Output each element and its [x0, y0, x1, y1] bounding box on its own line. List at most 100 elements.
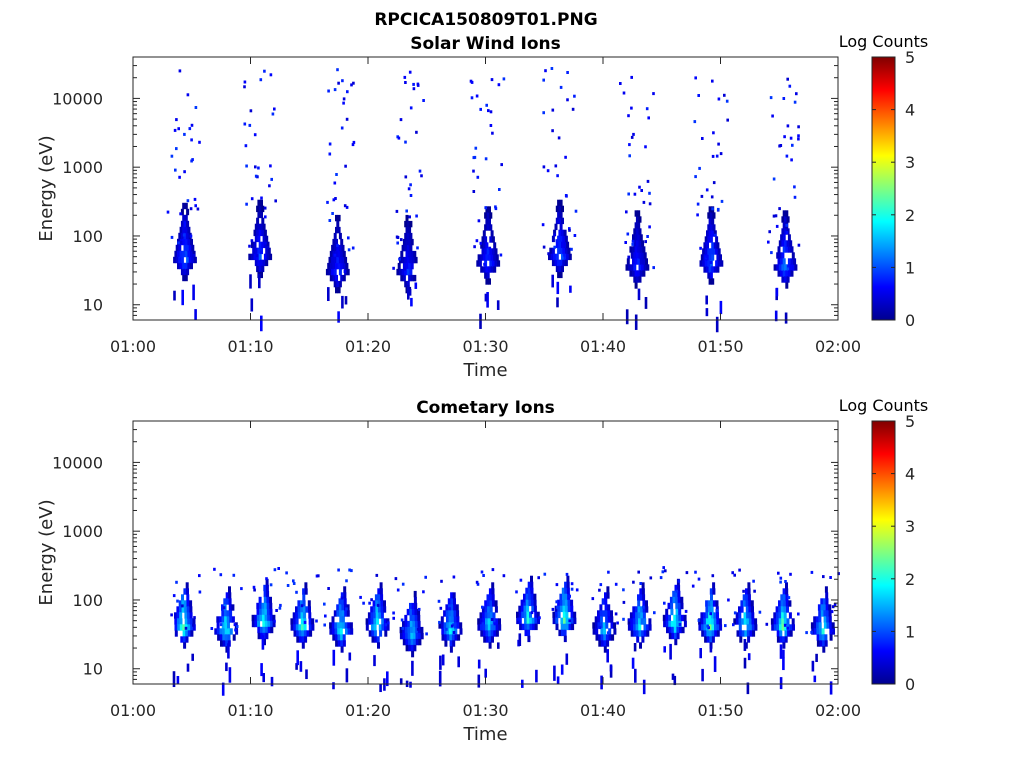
data-cell [336, 256, 340, 264]
data-cell [228, 667, 232, 683]
data-cell [534, 611, 538, 619]
data-cell [402, 620, 405, 628]
data-cell [376, 603, 380, 607]
data-cell [784, 624, 788, 631]
data-cell [333, 268, 337, 276]
data-cell [775, 606, 779, 613]
data-cell [386, 624, 390, 631]
data-cell [256, 229, 260, 237]
data-cell [186, 220, 190, 228]
data-cell [379, 588, 383, 595]
data-cell [182, 226, 186, 234]
data-cell [453, 598, 456, 605]
data-cell [406, 280, 410, 288]
data-cell [568, 619, 571, 623]
data-cell [566, 71, 569, 74]
data-cell [221, 604, 224, 611]
data-cell [746, 612, 750, 619]
data-cell [257, 211, 261, 219]
data-cell [186, 93, 190, 97]
data-cell [342, 97, 346, 101]
data-cell [678, 614, 682, 622]
data-cell [769, 96, 773, 100]
data-cell [344, 622, 348, 629]
data-cell [332, 274, 336, 282]
data-cell [485, 242, 489, 249]
data-cell [401, 244, 405, 252]
data-cell [500, 163, 503, 167]
data-cell [261, 205, 265, 213]
data-cell [344, 256, 348, 264]
data-cell [396, 241, 399, 245]
data-cell [712, 248, 716, 255]
data-cell [533, 605, 537, 613]
data-cell [677, 602, 681, 610]
data-cell [746, 624, 750, 631]
data-cell [194, 106, 198, 109]
data-cell [782, 222, 786, 229]
data-cell [488, 266, 491, 273]
data-cell [420, 174, 423, 178]
data-cell [524, 623, 528, 631]
data-cell [697, 94, 700, 97]
data-cell [668, 620, 672, 628]
data-cell [374, 636, 378, 643]
data-cell [642, 679, 646, 695]
data-cell [641, 264, 645, 271]
data-cell [373, 624, 377, 631]
data-cell [642, 594, 646, 601]
data-cell [323, 602, 326, 606]
data-cell [334, 634, 338, 641]
data-cell [717, 97, 721, 101]
data-cell [402, 274, 406, 282]
data-cell [244, 144, 248, 148]
data-cell [348, 652, 352, 661]
data-cell [402, 638, 406, 646]
data-cell [495, 254, 499, 261]
data-cell [174, 630, 178, 637]
colorbar-gradient [872, 57, 895, 320]
data-cell [707, 260, 711, 267]
data-cell [487, 606, 491, 613]
data-cell [749, 630, 753, 637]
data-cell [564, 581, 568, 589]
data-cell [828, 616, 832, 623]
data-cell [635, 624, 639, 631]
data-cell [181, 289, 184, 306]
data-cell [440, 616, 444, 623]
data-cell [707, 236, 711, 243]
data-cell [642, 246, 646, 253]
data-cell [527, 581, 531, 589]
y-tick-label: 100 [72, 591, 103, 610]
y-axis-label: Energy (eV) [36, 499, 57, 605]
data-cell [333, 256, 337, 264]
data-cell [417, 620, 421, 628]
data-cell [261, 602, 265, 610]
data-cell [344, 610, 348, 617]
data-cell [785, 210, 789, 217]
data-cell [408, 215, 411, 219]
data-cell [502, 574, 506, 578]
data-cell [295, 590, 298, 594]
data-cell [180, 220, 184, 228]
data-cell [497, 260, 501, 267]
data-cell [258, 253, 262, 261]
data-cell [531, 617, 535, 625]
data-cell [258, 602, 262, 610]
data-cell [703, 630, 707, 637]
data-cell [745, 606, 749, 613]
data-cell [333, 232, 337, 240]
data-cell [633, 228, 637, 235]
data-cell [792, 624, 795, 631]
data-cell [785, 246, 789, 253]
data-cell [343, 586, 347, 593]
data-cell [525, 599, 529, 607]
data-cell [262, 235, 266, 243]
data-cell [269, 602, 273, 610]
data-cell [277, 567, 280, 570]
data-cell [250, 197, 254, 201]
data-cell [634, 606, 638, 613]
data-cell [772, 177, 776, 181]
data-cell [819, 640, 823, 647]
